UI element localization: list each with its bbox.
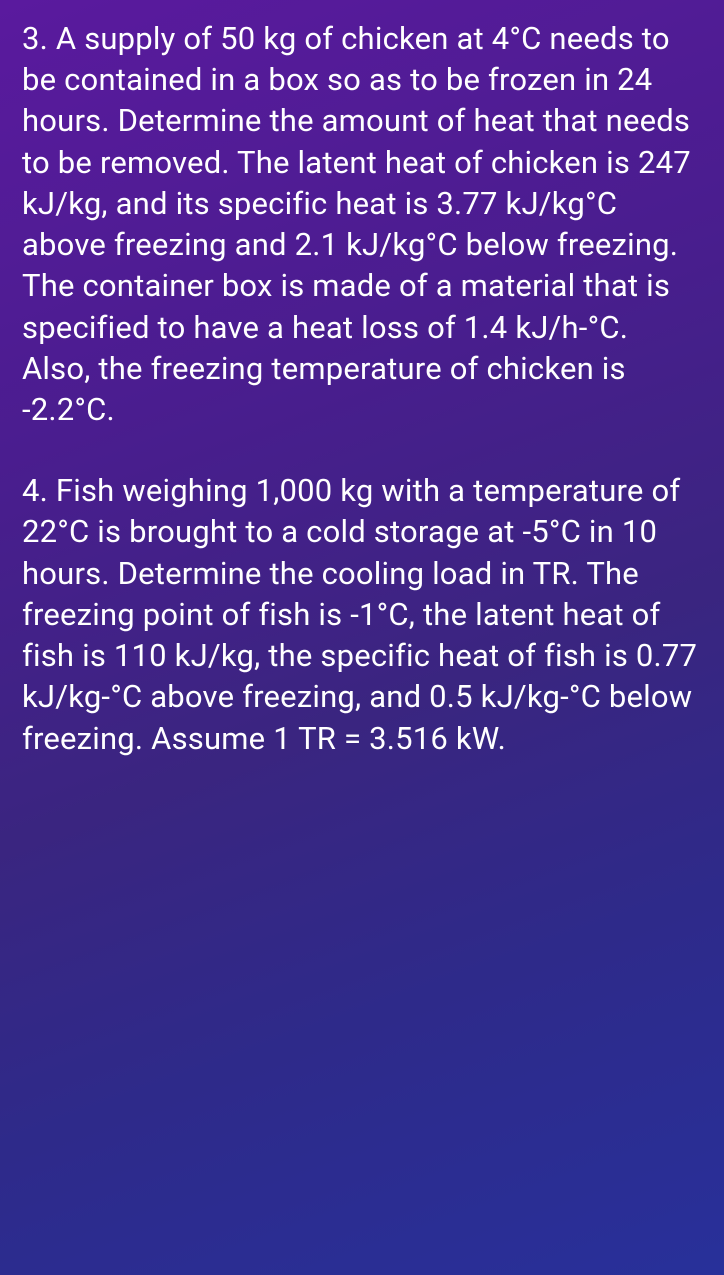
problem-3-text: 3. A supply of 50 kg of chicken at 4°C n… [22,18,702,430]
paragraph-gap [22,430,702,470]
problem-4-text: 4. Fish weighing 1,000 kg with a tempera… [22,470,702,759]
